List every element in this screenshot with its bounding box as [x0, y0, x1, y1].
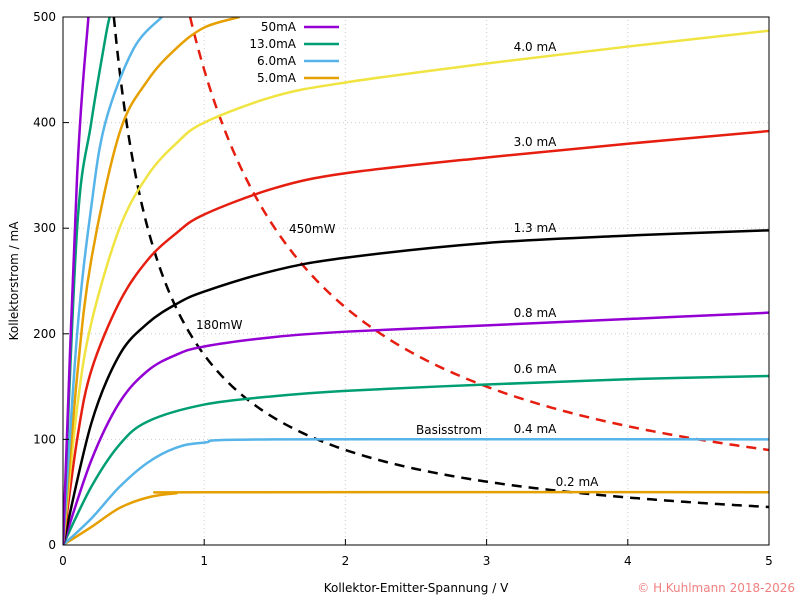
x-tick-label: 2 [342, 554, 350, 568]
series-label: 1.3 mA [514, 221, 558, 235]
y-tick-label: 400 [33, 116, 56, 130]
series-line-50mA [63, 17, 90, 545]
copyright: © H.Kuhlmann 2018-2026 [637, 581, 795, 595]
series-line-0.4mA [63, 437, 769, 545]
ticks: 0 1 2 3 4 5 0 100 200 300 400 500 [33, 10, 773, 568]
grid [63, 17, 769, 545]
legend-label: 13.0mA [249, 37, 296, 51]
x-tick-label: 1 [200, 554, 208, 568]
series-label: 0.8 mA [514, 306, 558, 320]
series-line-0.6mA [63, 374, 769, 545]
series-label: 0.6 mA [514, 362, 558, 376]
series-label: 4.0 mA [514, 40, 558, 54]
series-line-5.0mA [63, 17, 240, 545]
y-axis-label: Kollektorstrom / mA [7, 221, 21, 341]
series-line-1.3mA [63, 229, 769, 545]
series-line-0.2mA [63, 490, 769, 545]
curves [63, 16, 770, 545]
series-label: 0.2 mA [556, 475, 600, 489]
series-label: 3.0 mA [514, 135, 558, 149]
x-tick-label: 0 [59, 554, 67, 568]
series-line-0.8mA [63, 311, 769, 545]
series-label: 0.4 mA [514, 422, 558, 436]
legend: 50mA 13.0mA 6.0mA 5.0mA [249, 20, 339, 85]
legend-title: Basisstrom [416, 423, 482, 437]
y-tick-label: 0 [48, 538, 56, 552]
series-line-6.0mA [63, 17, 163, 545]
power-label: 180mW [196, 318, 243, 332]
x-tick-label: 5 [765, 554, 773, 568]
y-tick-label: 100 [33, 432, 56, 446]
series-line-3.0mA [63, 129, 769, 545]
x-tick-label: 4 [624, 554, 632, 568]
power-curve-180mW [112, 16, 770, 509]
x-axis-label: Kollektor-Emitter-Spannung / V [324, 581, 509, 595]
series-labels: 0.2 mA 0.4 mA 0.6 mA 0.8 mA 1.3 mA 3.0 mA 4.0 … [196, 40, 599, 489]
legend-label: 5.0mA [257, 71, 297, 85]
x-tick-label: 3 [483, 554, 491, 568]
y-tick-label: 200 [33, 327, 56, 341]
legend-label: 6.0mA [257, 54, 297, 68]
power-label: 450mW [289, 222, 336, 236]
y-tick-label: 300 [33, 221, 56, 235]
plot-border [62, 16, 770, 546]
y-tick-label: 500 [33, 10, 56, 24]
series-line-4.0mA [63, 29, 769, 545]
legend-label: 50mA [261, 20, 297, 34]
